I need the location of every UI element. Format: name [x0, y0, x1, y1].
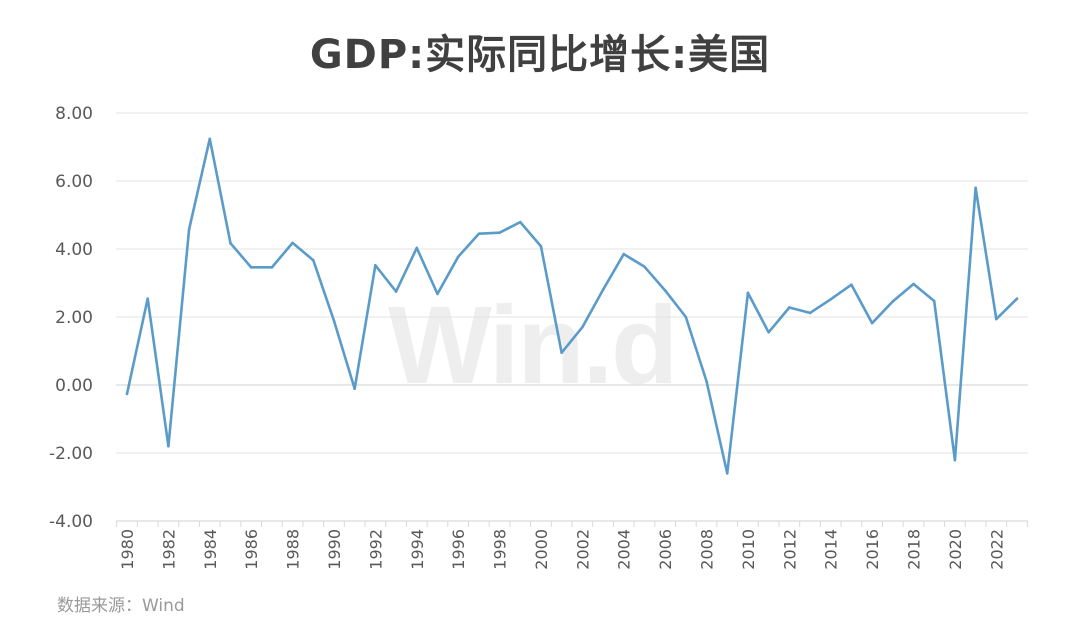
data-point [353, 387, 356, 391]
data-point [560, 351, 563, 355]
data-point [601, 288, 605, 292]
data-point [456, 255, 460, 259]
data-point [974, 186, 977, 190]
data-point [767, 331, 770, 334]
x-tick-label: 1988 [284, 529, 303, 570]
y-tick-label: 8.00 [55, 104, 93, 124]
data-point [725, 472, 729, 475]
x-tick-label: 2016 [863, 529, 882, 570]
x-tick-label: 1996 [449, 529, 468, 570]
x-tick-label: 1982 [159, 529, 178, 570]
y-tick-label: 0.00 [55, 376, 93, 396]
series-line [125, 137, 1019, 475]
x-tick-label: 1994 [408, 529, 427, 570]
x-tick-label: 2018 [905, 529, 924, 570]
y-tick-label: 4.00 [55, 240, 93, 260]
y-tick-label: 6.00 [55, 172, 93, 192]
y-tick-label: -4.00 [49, 512, 93, 532]
data-point [311, 258, 315, 262]
data-point [374, 264, 377, 267]
x-tick-label: 2020 [946, 529, 965, 570]
data-point [394, 290, 398, 293]
data-source-note: 数据来源：Wind [57, 596, 185, 616]
data-point [808, 311, 812, 315]
x-tick-label: 1980 [118, 529, 137, 570]
data-point [146, 297, 149, 300]
data-point [684, 315, 688, 319]
data-point [539, 244, 543, 248]
data-point [932, 299, 936, 303]
data-point [477, 232, 481, 235]
data-point [125, 392, 129, 396]
watermark: Win.d [388, 284, 678, 407]
y-axis-ticks: -4.00 -2.00 0.00 2.00 4.00 6.00 8.00 [49, 104, 93, 532]
data-point [850, 283, 853, 287]
data-point [518, 220, 522, 224]
x-tick-label: 2010 [739, 529, 758, 570]
data-point [870, 321, 874, 325]
data-point [332, 319, 336, 323]
gridlines [116, 112, 1028, 522]
series-layer [125, 137, 1019, 475]
x-tick-label: 2006 [656, 529, 675, 570]
chart-title: GDP:实际同比增长:美国 [309, 32, 771, 78]
data-point [270, 266, 274, 269]
data-point [208, 137, 212, 141]
x-tick-label: 2008 [698, 529, 717, 570]
data-point [167, 444, 170, 448]
x-tick-label: 2022 [987, 529, 1006, 570]
x-tick-label: 2004 [615, 529, 634, 570]
y-tick-label: 2.00 [55, 308, 93, 328]
x-tick-label: 2014 [822, 529, 841, 570]
x-tick-label: 2002 [573, 529, 592, 570]
data-point [291, 241, 294, 245]
data-point [581, 325, 584, 329]
x-axis: 1980 1982 1984 1986 1988 1990 1992 1994 1996 1998… [116, 384, 1028, 570]
data-point [249, 266, 253, 269]
data-point [912, 282, 915, 286]
data-point [891, 300, 895, 303]
data-point [643, 265, 646, 268]
data-point [229, 241, 232, 245]
data-point [953, 458, 957, 462]
data-point [995, 317, 998, 321]
data-point [705, 379, 708, 383]
x-tick-label: 1984 [201, 529, 220, 570]
data-point [663, 289, 667, 292]
data-point [746, 291, 750, 295]
data-point [622, 252, 626, 256]
x-tick-label: 1986 [242, 529, 261, 570]
data-point [415, 246, 419, 250]
data-point [829, 298, 833, 301]
y-tick-label: -2.00 [49, 444, 93, 464]
x-tick-label: 1998 [491, 529, 510, 570]
x-tick-label: 2000 [532, 529, 551, 570]
data-point [436, 292, 439, 296]
data-point [1015, 297, 1019, 300]
data-point [498, 231, 501, 234]
x-tick-label: 2012 [780, 529, 799, 570]
data-point [788, 306, 791, 309]
data-point [187, 227, 191, 231]
x-tick-label: 1992 [366, 529, 385, 570]
x-tick-label: 1990 [325, 529, 344, 570]
